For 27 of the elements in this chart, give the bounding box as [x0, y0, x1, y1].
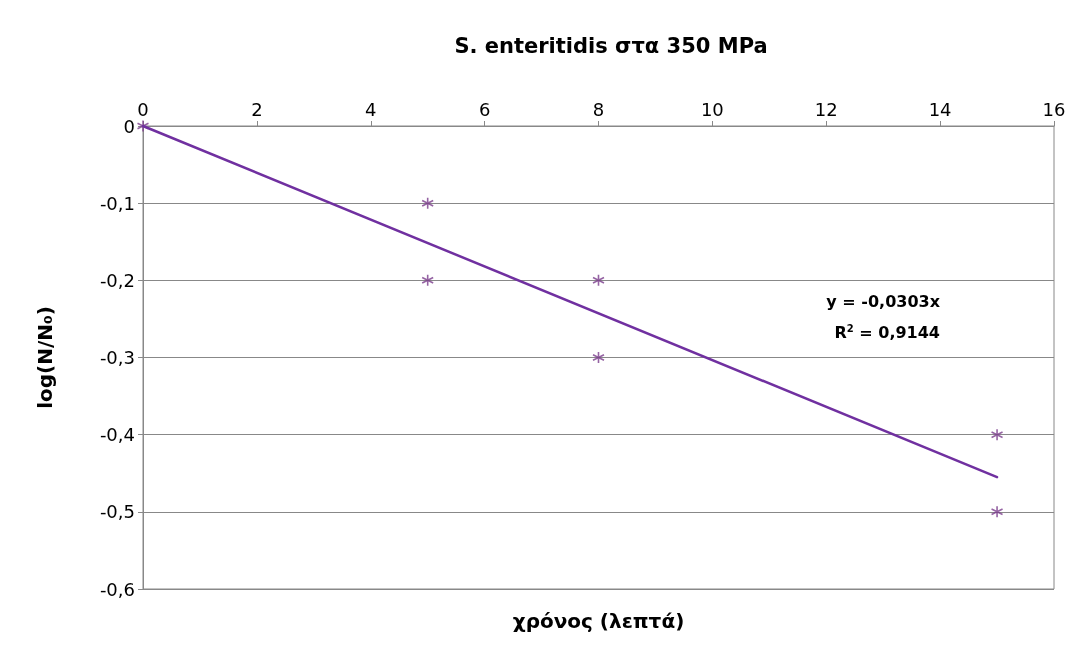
y-tick-label: -0,4	[99, 424, 135, 446]
x-tick-label: 2	[251, 98, 263, 120]
y-tick-label: -0,6	[99, 578, 135, 600]
x-tick-label: 12	[814, 98, 838, 120]
x-tick-label: 16	[1042, 98, 1066, 120]
point	[136, 119, 150, 133]
point	[421, 196, 434, 210]
x-tick-label: 10	[700, 98, 724, 120]
y-tick-label: -0,2	[99, 269, 135, 291]
point	[990, 428, 1004, 441]
annotation: y = -0,0303x	[826, 291, 941, 311]
y-tick-label: -0,1	[99, 192, 135, 214]
y-tick-label: -0,5	[99, 501, 135, 523]
point	[592, 351, 605, 364]
y-tick-label: -0,3	[99, 347, 135, 368]
x-tick-label: 14	[928, 98, 952, 120]
x-tick-label: 8	[592, 98, 605, 120]
point	[421, 274, 434, 287]
x-tick-label: 0	[137, 98, 149, 120]
y-tick-label: 0	[123, 115, 135, 137]
y-axis-title: log(N/N₀)	[33, 306, 57, 409]
x-tick-label: 6	[478, 98, 491, 120]
point	[592, 274, 605, 287]
x-tick-label: 4	[365, 98, 377, 120]
x-axis-title: χρόνος (λεπτά)	[512, 609, 685, 633]
chart-title: S. enteritidis στα 350 MPa	[454, 33, 768, 58]
point	[990, 505, 1004, 519]
